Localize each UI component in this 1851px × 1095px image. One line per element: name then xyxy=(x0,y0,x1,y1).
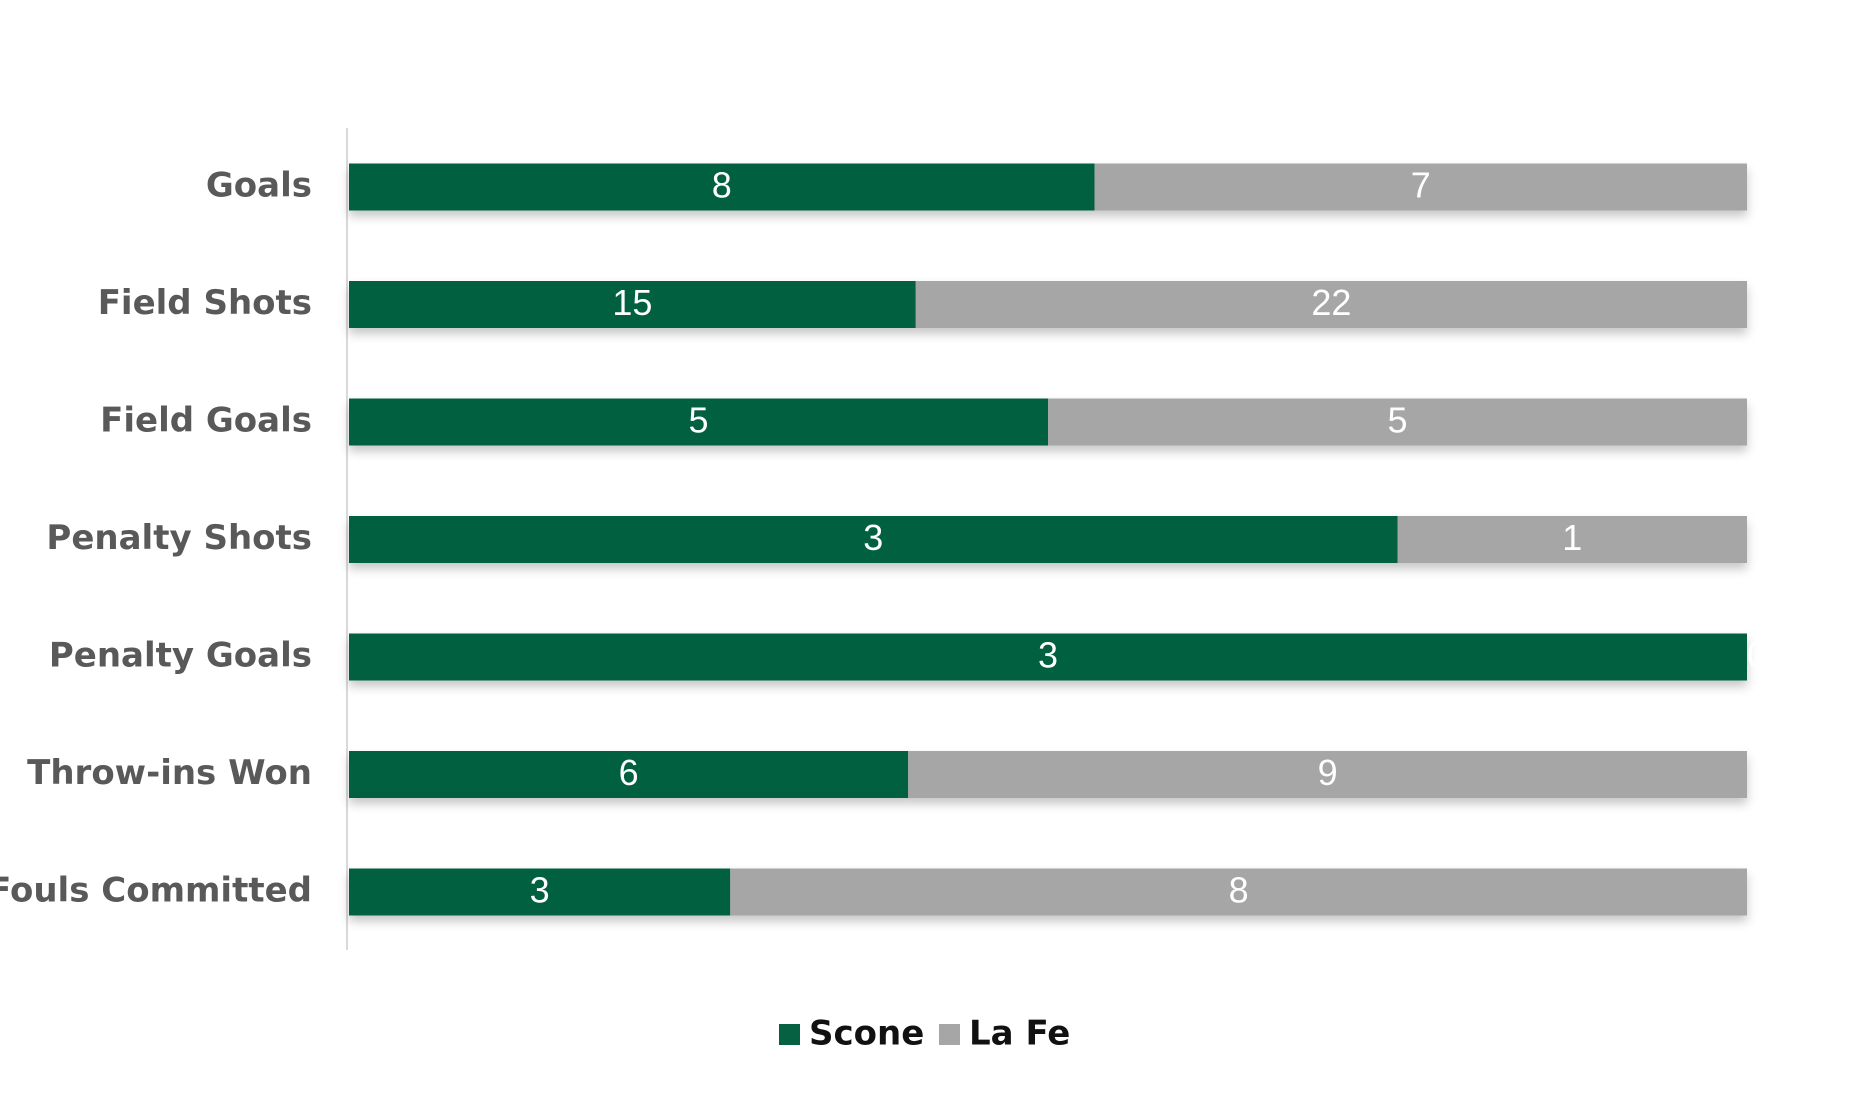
data-label-scone-field-goals: 5 xyxy=(688,400,708,441)
data-label-la-fe-goals: 7 xyxy=(1411,165,1431,206)
category-label-penalty-shots: Penalty Shots xyxy=(46,518,312,558)
bar-row-penalty-shots xyxy=(349,516,1747,563)
bar-la-fe-field-shots xyxy=(915,281,1747,328)
legend-item-la-fe: La Fe xyxy=(939,1014,1070,1054)
bar-la-fe-penalty-shots xyxy=(1397,516,1747,563)
bars-group: 8 7 15 22 5 5 3 1 3 0 6 9 3 8 xyxy=(349,163,1767,916)
bar-row-throw-ins-won xyxy=(349,751,1747,798)
bar-scone-field-shots xyxy=(349,281,916,328)
category-label-throw-ins-won: Throw-ins Won xyxy=(27,753,312,793)
bar-scone-throw-ins-won xyxy=(349,751,909,798)
bar-scone-penalty-shots xyxy=(349,516,1398,563)
data-label-la-fe-throw-ins-won: 9 xyxy=(1318,752,1338,793)
category-label-field-goals: Field Goals xyxy=(100,401,312,441)
data-label-la-fe-penalty-goals: 0 xyxy=(1747,635,1767,676)
legend: Scone La Fe xyxy=(779,1014,1070,1054)
category-labels: Goals Field Shots Field Goals Penalty Shots… xyxy=(0,166,312,911)
bar-la-fe-fouls-committed xyxy=(730,868,1747,916)
legend-swatch-la-fe xyxy=(939,1024,960,1045)
data-label-la-fe-fouls-committed: 8 xyxy=(1229,870,1249,911)
category-label-penalty-goals: Penalty Goals xyxy=(49,636,312,676)
bar-row-goals xyxy=(349,163,1747,211)
data-label-scone-field-shots: 15 xyxy=(612,282,652,323)
data-label-scone-penalty-shots: 3 xyxy=(863,517,883,558)
data-label-la-fe-penalty-shots: 1 xyxy=(1562,517,1582,558)
data-label-scone-throw-ins-won: 6 xyxy=(619,752,639,793)
bar-la-fe-throw-ins-won xyxy=(908,751,1747,798)
data-label-la-fe-field-goals: 5 xyxy=(1387,400,1407,441)
bar-row-field-shots xyxy=(349,281,1747,328)
bar-row-fouls-committed xyxy=(349,868,1747,916)
data-label-scone-fouls-committed: 3 xyxy=(530,870,550,911)
bar-scone-penalty-goals xyxy=(349,633,1747,681)
bar-la-fe-goals xyxy=(1094,163,1747,211)
category-label-field-shots: Field Shots xyxy=(98,283,312,323)
data-label-scone-goals: 8 xyxy=(712,165,732,206)
legend-swatch-scone xyxy=(779,1024,800,1045)
bar-scone-field-goals xyxy=(349,398,1048,446)
data-label-scone-penalty-goals: 3 xyxy=(1038,635,1058,676)
category-label-fouls-committed: Fouls Committed xyxy=(0,871,312,911)
bar-scone-goals xyxy=(349,163,1095,211)
data-label-la-fe-field-shots: 22 xyxy=(1311,282,1351,323)
legend-item-scone: Scone xyxy=(779,1014,924,1054)
legend-label-scone: Scone xyxy=(809,1014,924,1054)
category-label-goals: Goals xyxy=(206,166,312,206)
bar-scone-fouls-committed xyxy=(349,868,731,916)
legend-label-la-fe: La Fe xyxy=(969,1014,1070,1054)
bar-la-fe-field-goals xyxy=(1048,398,1747,446)
bar-row-penalty-goals xyxy=(349,633,1747,681)
bar-row-field-goals xyxy=(349,398,1747,446)
